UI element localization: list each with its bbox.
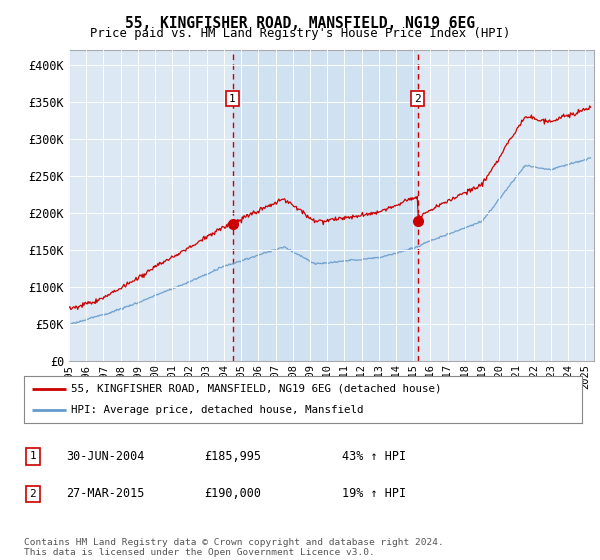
Text: 2: 2 bbox=[29, 489, 37, 499]
Text: 55, KINGFISHER ROAD, MANSFIELD, NG19 6EG (detached house): 55, KINGFISHER ROAD, MANSFIELD, NG19 6EG… bbox=[71, 384, 442, 394]
Text: 30-JUN-2004: 30-JUN-2004 bbox=[66, 450, 145, 463]
Text: 1: 1 bbox=[29, 451, 37, 461]
Text: 43% ↑ HPI: 43% ↑ HPI bbox=[342, 450, 406, 463]
Text: 2: 2 bbox=[414, 94, 421, 104]
Text: Price paid vs. HM Land Registry's House Price Index (HPI): Price paid vs. HM Land Registry's House … bbox=[90, 27, 510, 40]
Text: HPI: Average price, detached house, Mansfield: HPI: Average price, detached house, Mans… bbox=[71, 405, 364, 416]
Text: 27-MAR-2015: 27-MAR-2015 bbox=[66, 487, 145, 501]
Bar bbox=[233, 50, 418, 361]
Text: 1: 1 bbox=[229, 94, 236, 104]
Text: £190,000: £190,000 bbox=[204, 487, 261, 501]
Text: Contains HM Land Registry data © Crown copyright and database right 2024.
This d: Contains HM Land Registry data © Crown c… bbox=[24, 538, 444, 557]
Text: 19% ↑ HPI: 19% ↑ HPI bbox=[342, 487, 406, 501]
Text: 55, KINGFISHER ROAD, MANSFIELD, NG19 6EG: 55, KINGFISHER ROAD, MANSFIELD, NG19 6EG bbox=[125, 16, 475, 31]
Text: £185,995: £185,995 bbox=[204, 450, 261, 463]
